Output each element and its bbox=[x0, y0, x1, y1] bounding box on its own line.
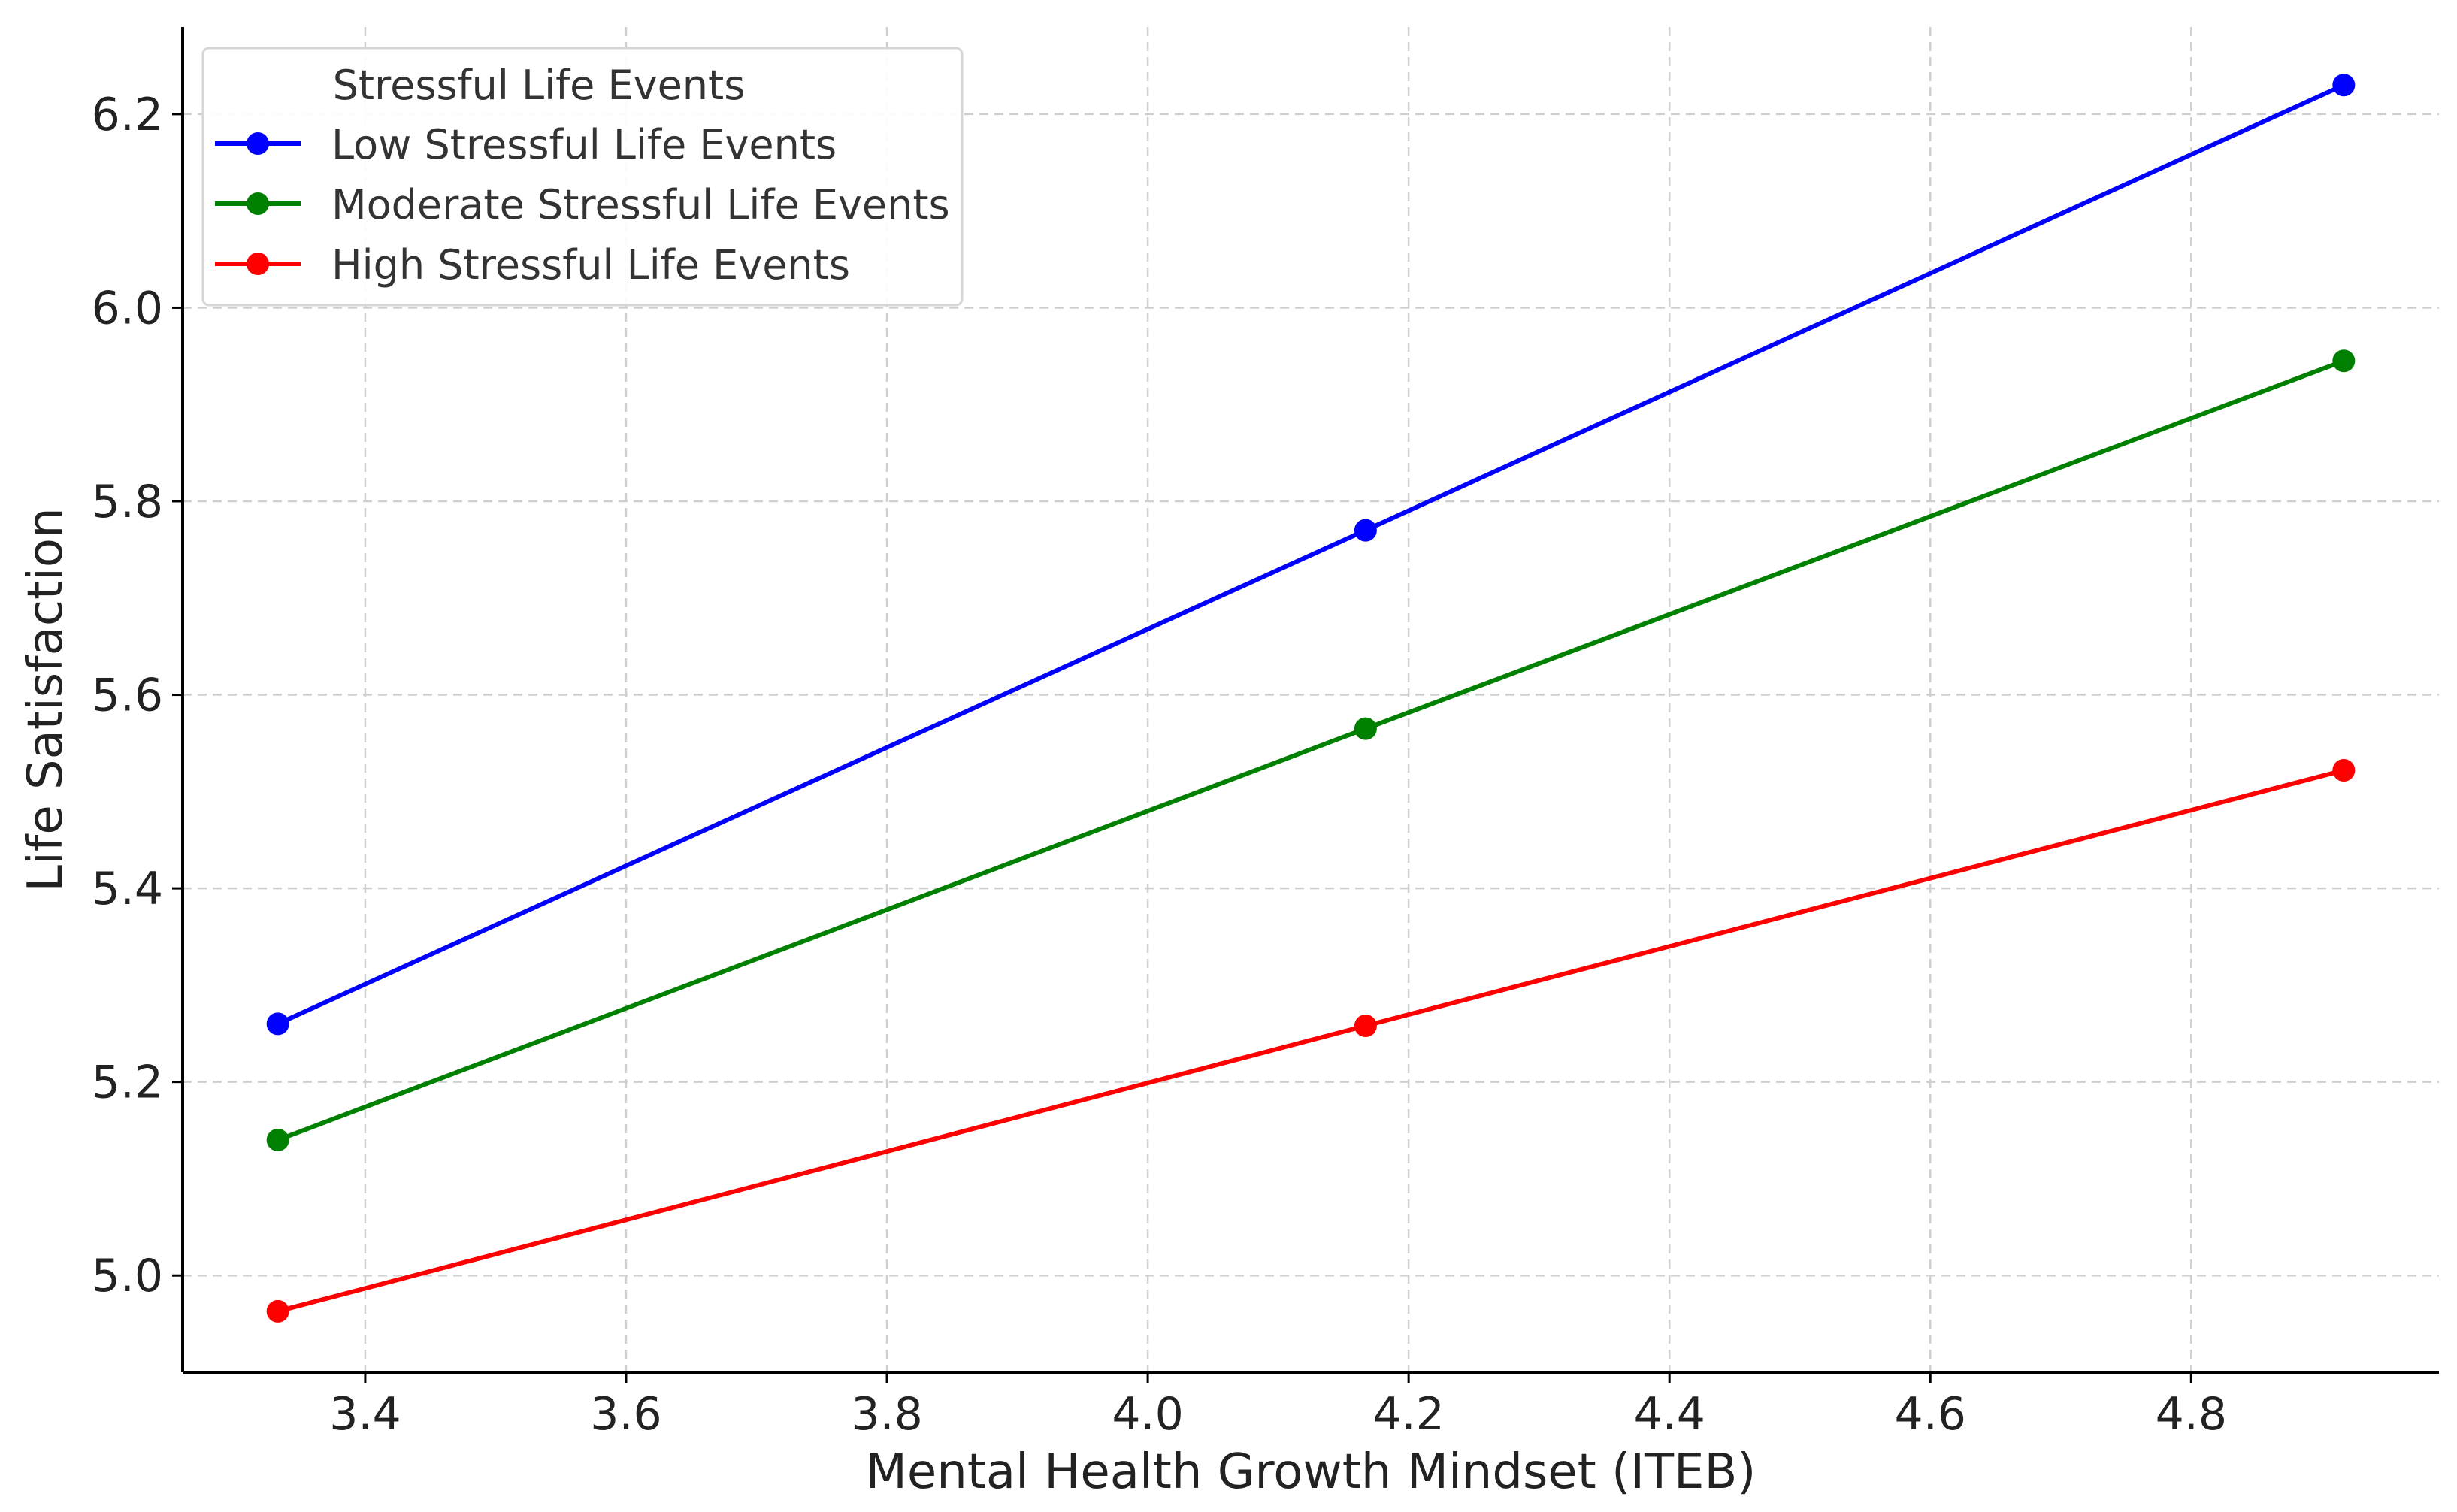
x-tick-label: 4.0 bbox=[1112, 1388, 1183, 1441]
y-tick-label: 6.2 bbox=[92, 89, 163, 141]
x-axis-label: Mental Health Growth Mindset (ITEB) bbox=[866, 1444, 1757, 1500]
x-tick-label: 4.6 bbox=[1895, 1388, 1966, 1441]
legend-title: Stressful Life Events bbox=[333, 62, 746, 109]
data-point-low bbox=[266, 1012, 289, 1036]
legend-label-high: High Stressful Life Events bbox=[331, 241, 850, 289]
grid-lines bbox=[183, 27, 2439, 1372]
x-tick-label: 3.8 bbox=[851, 1388, 922, 1441]
data-point-moderate bbox=[2332, 349, 2356, 373]
data-point-low bbox=[1354, 519, 1377, 542]
series-layer bbox=[266, 74, 2356, 1323]
x-ticks: 3.4 3.6 3.8 4.0 4.2 4.4 4.6 4.8 bbox=[329, 1372, 2227, 1441]
legend-marker-moderate bbox=[247, 192, 269, 215]
data-point-moderate bbox=[1354, 717, 1377, 740]
series-line-moderate bbox=[275, 358, 2347, 1142]
legend-label-low: Low Stressful Life Events bbox=[331, 121, 837, 168]
data-point-moderate bbox=[266, 1128, 289, 1151]
y-tick-label: 5.8 bbox=[92, 476, 163, 528]
legend-marker-high bbox=[247, 253, 269, 275]
data-point-high bbox=[2332, 759, 2356, 782]
x-tick-label: 4.2 bbox=[1372, 1388, 1444, 1441]
y-tick-label: 5.6 bbox=[92, 670, 163, 722]
x-tick-label: 3.4 bbox=[329, 1388, 401, 1441]
x-tick-label: 4.4 bbox=[1633, 1388, 1705, 1441]
y-axis-label: Life Satisfaction bbox=[18, 507, 74, 891]
y-tick-label: 5.2 bbox=[92, 1057, 163, 1109]
y-tick-label: 5.4 bbox=[92, 863, 163, 915]
legend: Stressful Life Events Low Stressful Life… bbox=[201, 47, 964, 307]
y-tick-label: 6.0 bbox=[92, 282, 163, 334]
data-point-low bbox=[2332, 74, 2356, 97]
data-point-high bbox=[266, 1299, 289, 1323]
legend-box bbox=[201, 47, 964, 307]
x-tick-label: 3.6 bbox=[590, 1388, 661, 1441]
axes bbox=[181, 27, 2439, 1374]
data-point-high bbox=[1354, 1014, 1377, 1037]
x-tick-label: 4.8 bbox=[2156, 1388, 2227, 1441]
y-ticks: 5.0 5.2 5.4 5.6 5.8 6.0 6.2 bbox=[92, 89, 183, 1302]
series-line-high bbox=[275, 768, 2347, 1314]
legend-label-moderate: Moderate Stressful Life Events bbox=[331, 181, 950, 228]
legend-marker-low bbox=[247, 132, 269, 155]
y-tick-label: 5.0 bbox=[92, 1250, 163, 1302]
